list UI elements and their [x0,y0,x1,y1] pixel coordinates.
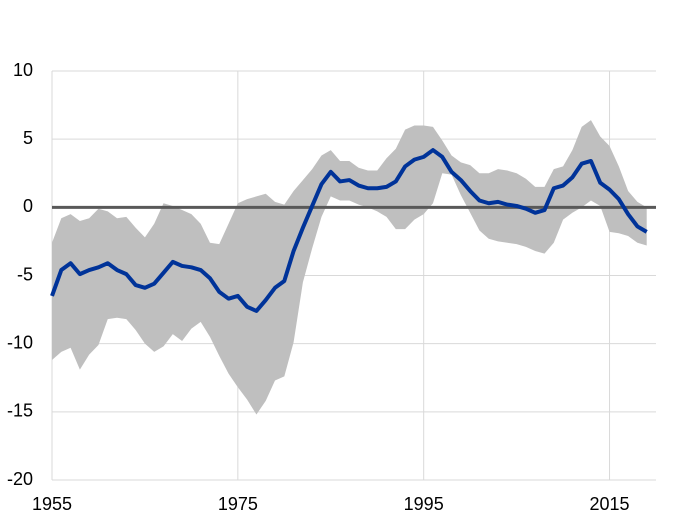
y-tick-label: -20 [7,469,33,489]
y-tick-label: 10 [13,60,33,80]
y-tick-label: 0 [23,196,33,216]
line [50,148,648,313]
range-band [52,120,647,415]
y-tick-label: 5 [23,128,33,148]
x-tick-label: 1975 [218,494,258,514]
y-tick-label: -15 [7,401,33,421]
y-tick-label: -5 [17,264,33,284]
y-tick-label: -10 [7,332,33,352]
x-tick-label: 1955 [32,494,72,514]
x-tick-label: 1995 [404,494,444,514]
x-tick-label: 2015 [590,494,630,514]
